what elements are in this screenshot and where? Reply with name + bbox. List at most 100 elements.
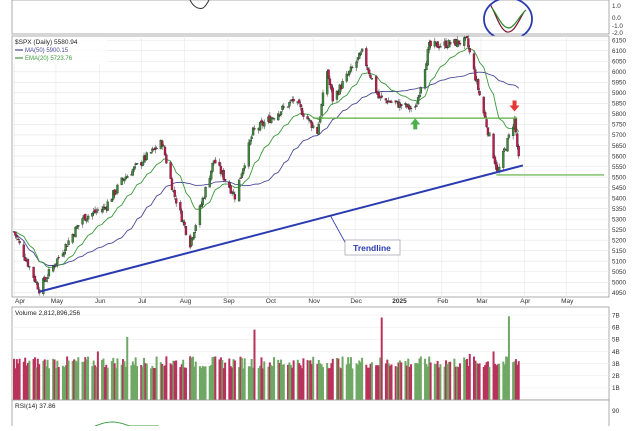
- candle-body: [170, 178, 174, 191]
- price-tick-label: 6050: [612, 59, 627, 66]
- volume-bar: [175, 360, 178, 400]
- candle-body: [204, 186, 207, 198]
- volume-bar: [193, 366, 196, 400]
- volume-bar: [386, 359, 389, 400]
- volume-bar: [267, 366, 270, 400]
- volume-bar: [180, 364, 183, 400]
- volume-bar: [493, 363, 496, 400]
- volume-bar: [124, 366, 127, 400]
- volume-bar: [355, 363, 358, 400]
- volume-bar: [320, 364, 323, 400]
- candle-body: [18, 241, 21, 244]
- month-tick-label: Nov: [308, 298, 320, 305]
- volume-bar: [447, 362, 450, 400]
- volume-tick-label: 4B: [612, 349, 620, 356]
- volume-bar: [340, 368, 343, 400]
- volume-bar: [417, 363, 420, 400]
- volume-bar: [123, 361, 126, 400]
- candle-body: [478, 91, 481, 96]
- candle-body: [409, 107, 413, 109]
- price-tick-label: 5850: [612, 101, 627, 108]
- ma50-line: [13, 71, 520, 266]
- candle-body: [15, 235, 18, 238]
- green-up-arrow: [410, 118, 421, 130]
- volume-bar: [17, 363, 20, 400]
- volume-bar: [253, 329, 256, 400]
- candle-body: [468, 47, 471, 53]
- candle-body: [384, 98, 388, 101]
- candle-body: [467, 38, 470, 48]
- volume-bar: [18, 358, 21, 400]
- volume-bar: [212, 356, 215, 400]
- candle-body: [134, 163, 137, 166]
- price-tick-label: 5900: [612, 90, 627, 97]
- month-tick-label: May: [51, 298, 64, 305]
- volume-bar: [243, 358, 246, 400]
- volume-bar: [429, 362, 432, 400]
- volume-bar: [26, 362, 29, 400]
- candle-body: [103, 206, 107, 209]
- candle-body: [321, 92, 325, 106]
- volume-bar: [150, 368, 153, 400]
- volume-bar: [328, 368, 331, 400]
- volume-bar: [224, 362, 227, 400]
- candle-body: [75, 226, 79, 229]
- candle-body: [45, 279, 48, 282]
- candle-body: [162, 145, 165, 147]
- candle-body: [299, 104, 302, 108]
- candle-body: [214, 159, 217, 164]
- candle-body: [493, 156, 497, 164]
- volume-bar: [87, 356, 90, 400]
- price-tick-label: 5300: [612, 216, 627, 223]
- candle-body: [326, 71, 329, 95]
- volume-bar: [218, 359, 221, 400]
- volume-bar: [143, 357, 146, 400]
- volume-bar: [252, 367, 255, 400]
- candle-body: [123, 179, 126, 182]
- volume-bar: [379, 357, 382, 400]
- volume-bar: [25, 365, 28, 400]
- trendline-label: Trendline: [353, 243, 391, 253]
- volume-bar: [475, 362, 478, 400]
- top-indicator-tick-label: 1.0: [612, 3, 621, 10]
- price-tick-label: 5750: [612, 122, 627, 129]
- volume-bar: [484, 365, 487, 400]
- candle-body: [233, 194, 237, 200]
- candle-body: [253, 128, 256, 130]
- candle-body: [310, 121, 313, 128]
- volume-bar: [14, 368, 17, 400]
- candle-body: [277, 113, 280, 121]
- volume-bar: [32, 359, 35, 400]
- candle-body: [477, 79, 480, 91]
- volume-bar: [115, 368, 118, 400]
- volume-bar: [465, 358, 468, 400]
- ema20-line: [13, 47, 520, 268]
- volume-bar: [495, 365, 498, 400]
- candle-body: [131, 169, 134, 176]
- candle-body: [465, 36, 469, 38]
- volume-tick-label: 1B: [612, 385, 620, 392]
- volume-bar: [396, 367, 399, 400]
- legend-ma50: MA(50) 5900.15: [25, 48, 69, 54]
- candle-body: [182, 220, 185, 223]
- volume-bar: [189, 356, 192, 400]
- legend-ema20: EMA(20) 5723.76: [25, 56, 73, 62]
- candle-body: [53, 266, 56, 268]
- price-tick-label: 5450: [612, 185, 627, 192]
- volume-bar: [296, 359, 299, 400]
- candle-body: [330, 83, 333, 90]
- volume-bar: [309, 360, 312, 400]
- rsi-panel-frame: [11, 399, 610, 431]
- volume-bar: [405, 365, 408, 400]
- candle-body: [300, 107, 304, 116]
- volume-bar: [179, 367, 182, 400]
- volume-bar: [349, 357, 352, 400]
- volume-bar: [101, 359, 104, 400]
- price-tick-label: 5800: [612, 111, 627, 118]
- volume-bar: [155, 356, 158, 400]
- candle-body: [407, 103, 410, 108]
- candle-body: [506, 137, 509, 152]
- volume-bar: [64, 365, 67, 400]
- volume-bar: [200, 367, 203, 400]
- volume-bar: [503, 364, 506, 400]
